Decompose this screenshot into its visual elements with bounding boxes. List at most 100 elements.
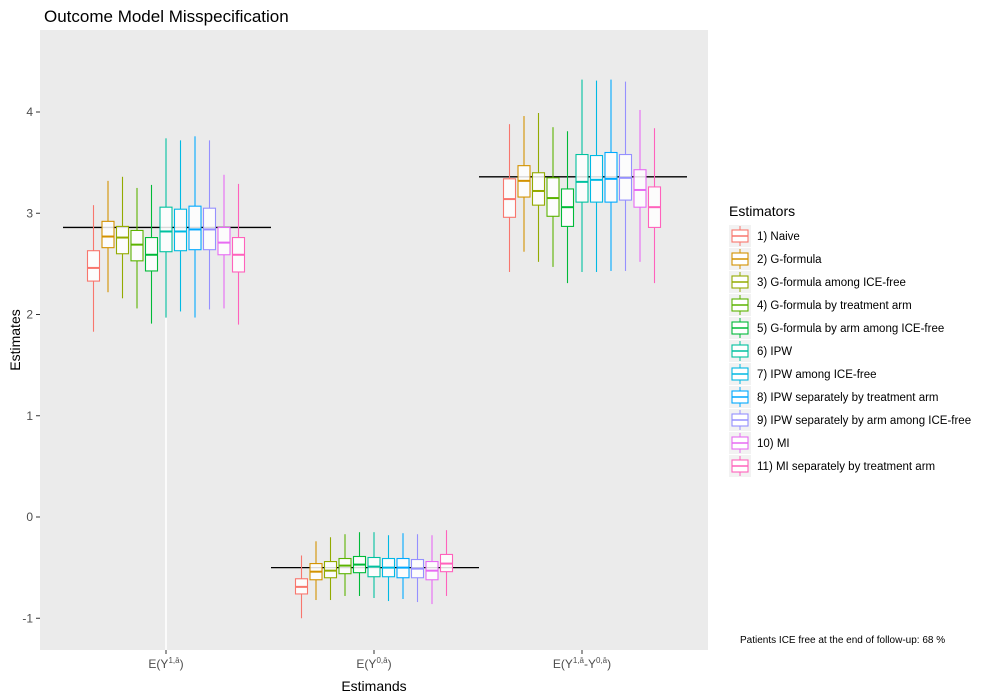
box-iqr <box>531 172 546 206</box>
box-iqr <box>217 226 231 256</box>
legend-label: 11) MI separately by treatment arm <box>757 461 935 473</box>
box <box>188 136 202 318</box>
legend-label: 9) IPW separately by arm among ICE-free <box>757 415 971 427</box>
y-tick-label: 3 <box>26 206 33 220</box>
x-tick-label-part: 0,ā <box>376 656 388 665</box>
box <box>647 128 662 284</box>
boxplots <box>86 79 662 619</box>
x-tick-label-part: ) <box>180 657 184 671</box>
legend-item: 2) G-formula <box>729 248 822 270</box>
legend-label: 7) IPW among ICE-free <box>757 369 877 381</box>
y-tick-label: 0 <box>26 510 33 524</box>
box-iqr <box>101 220 115 249</box>
chart-title: Outcome Model Misspecification <box>44 7 289 26</box>
legend-label: 8) IPW separately by treatment arm <box>757 392 939 404</box>
box <box>338 534 352 596</box>
box <box>144 184 159 324</box>
box <box>130 187 144 309</box>
legend: Estimators 1) Naive 2) G-formula 3) G-form… <box>729 203 971 477</box>
legend-item: 11) MI separately by treatment arm <box>729 455 935 477</box>
box-iqr <box>86 250 101 282</box>
x-axis-title: Estimands <box>341 678 406 694</box>
x-tick-label-part: -Y <box>584 657 596 671</box>
box-iqr <box>159 206 173 253</box>
box-iqr <box>575 153 589 203</box>
box <box>531 113 546 262</box>
y-tick-label: 2 <box>26 308 33 322</box>
legend-label: 10) MI <box>757 438 790 450</box>
box-iqr <box>589 154 604 203</box>
box <box>352 532 367 596</box>
box <box>294 555 309 619</box>
box-iqr <box>604 151 618 203</box>
box <box>560 131 575 284</box>
box <box>425 535 439 605</box>
box <box>604 79 618 271</box>
y-axis: -1 0 1 2 3 4 <box>22 105 40 625</box>
legend-label: 2) G-formula <box>757 254 822 266</box>
x-tick-label: E(Y1,ā-Y0,ā) <box>553 656 611 671</box>
x-tick-label-part: E(Y <box>148 657 168 671</box>
x-tick-label-part: 0,ā <box>596 656 608 665</box>
x-tick-label-part: E(Y <box>553 657 573 671</box>
box <box>410 534 425 603</box>
legend-label: 5) G-formula by arm among ICE-free <box>757 323 944 335</box>
legend-item: 3) G-formula among ICE-free <box>729 271 906 293</box>
x-tick-label-part: ) <box>607 657 611 671</box>
legend-item: 8) IPW separately by treatment arm <box>729 386 939 408</box>
box <box>86 205 101 332</box>
legend-label: 1) Naive <box>757 231 800 243</box>
y-tick-label: -1 <box>22 611 33 625</box>
box <box>173 140 188 312</box>
legend-label: 6) IPW <box>757 346 792 358</box>
y-axis-title: Estimates <box>7 309 23 370</box>
box-iqr <box>633 169 647 208</box>
box <box>309 541 323 601</box>
legend-item: 7) IPW among ICE-free <box>729 363 877 385</box>
x-tick-label: E(Y0,ā) <box>356 656 391 671</box>
box <box>367 532 381 598</box>
box <box>323 537 338 601</box>
box <box>618 81 633 271</box>
legend-item: 4) G-formula by treatment arm <box>729 294 912 316</box>
box <box>217 174 231 309</box>
legend-item: 6) IPW <box>729 340 792 362</box>
y-tick-label: 4 <box>26 105 33 119</box>
box <box>439 530 454 596</box>
box-iqr <box>188 205 202 251</box>
x-tick-label-part: ) <box>388 657 392 671</box>
box <box>101 180 115 293</box>
box-iqr <box>502 178 517 218</box>
x-tick-label-part: 1,ā <box>168 656 180 665</box>
legend-item: 9) IPW separately by arm among ICE-free <box>729 409 971 431</box>
box <box>115 176 130 299</box>
box-iqr <box>546 177 560 217</box>
x-axis: E(Y1,ā) E(Y0,ā) E(Y1,ā-Y0,ā) <box>148 650 611 671</box>
box <box>159 138 173 318</box>
legend-label: 4) G-formula by treatment arm <box>757 300 912 312</box>
box <box>575 79 589 272</box>
legend-item: 5) G-formula by arm among ICE-free <box>729 317 944 339</box>
box <box>381 535 396 602</box>
footnote: Patients ICE free at the end of follow-u… <box>740 635 945 646</box>
box <box>502 124 517 272</box>
box <box>396 533 410 600</box>
box <box>633 109 647 262</box>
y-tick-label: 1 <box>26 409 33 423</box>
box-iqr <box>173 208 188 252</box>
x-tick-label-part: 1,ā <box>573 656 585 665</box>
box-iqr <box>323 560 338 579</box>
x-tick-label: E(Y1,ā) <box>148 656 183 671</box>
legend-title: Estimators <box>729 203 795 219</box>
legend-item: 10) MI <box>729 432 790 454</box>
x-tick-label-part: E(Y <box>356 657 376 671</box>
box <box>202 140 217 310</box>
legend-item: 1) Naive <box>729 225 800 247</box>
box-iqr <box>115 225 130 255</box>
box-iqr <box>130 229 144 262</box>
box <box>546 127 560 267</box>
box <box>231 183 246 325</box>
box <box>517 116 531 252</box>
box <box>589 80 604 272</box>
